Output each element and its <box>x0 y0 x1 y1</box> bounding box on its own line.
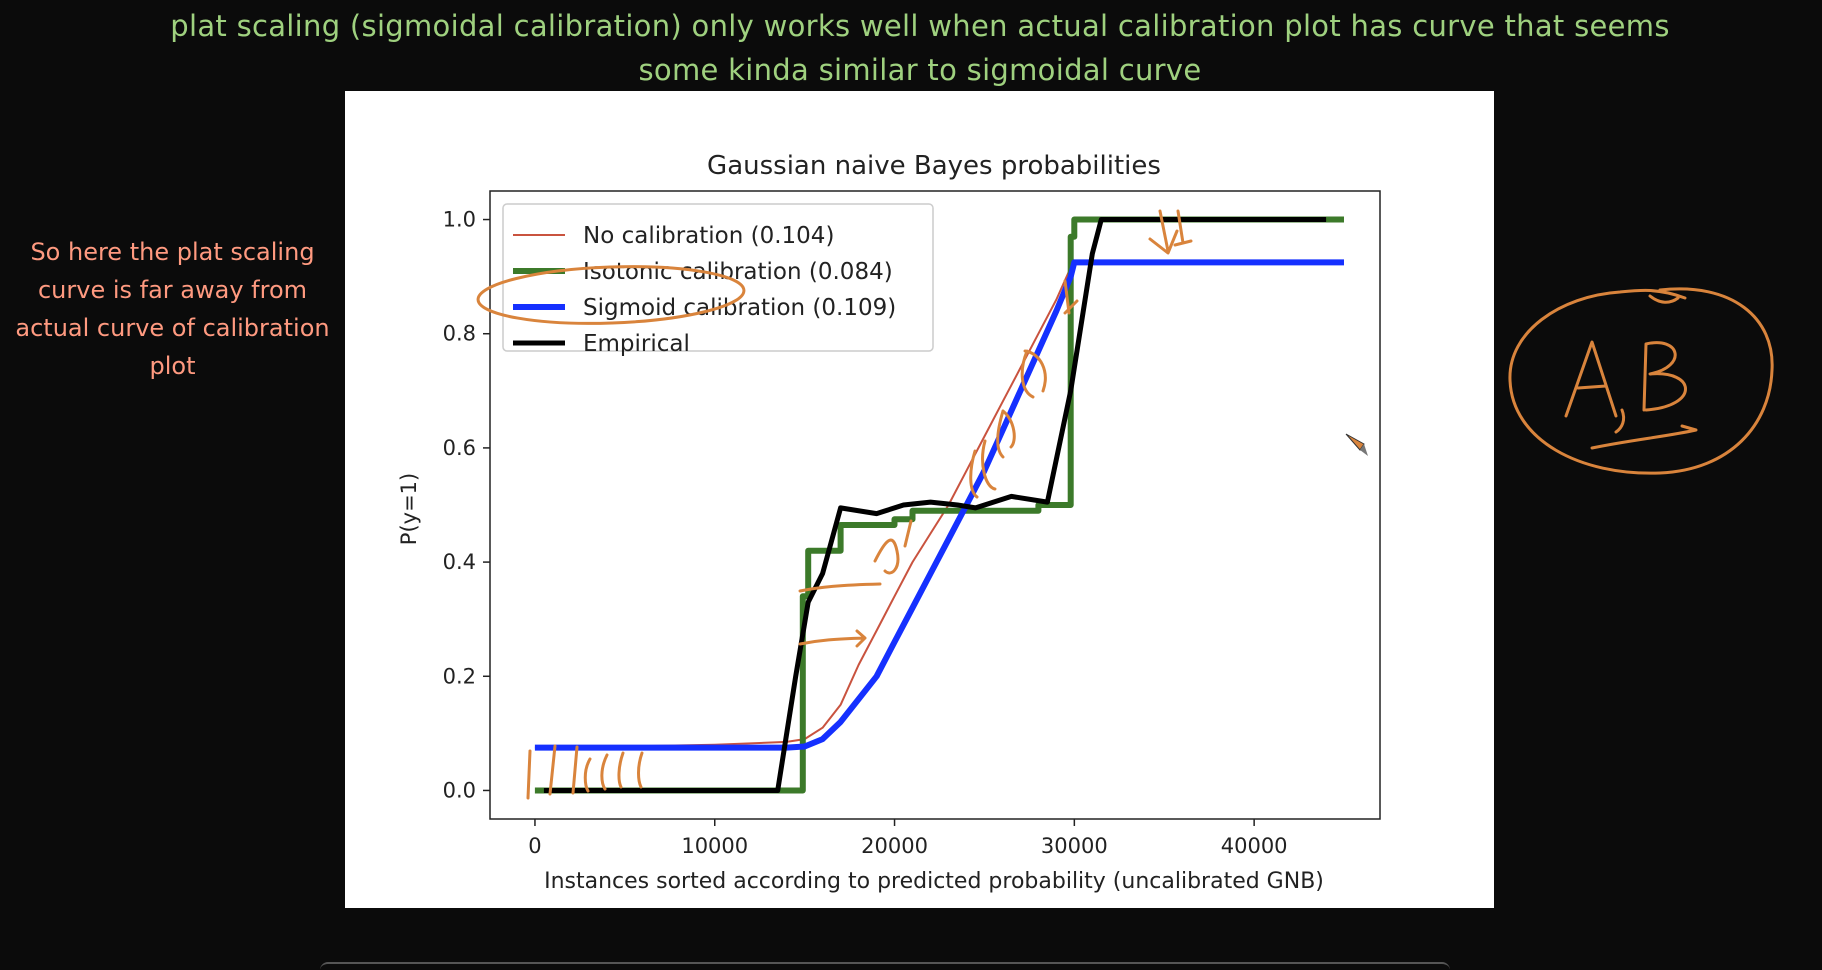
x-tick-label: 30000 <box>1041 834 1108 858</box>
y-tick-label: 0.4 <box>443 550 476 574</box>
legend-box <box>502 203 934 352</box>
handwritten-ink-on-chart <box>476 209 1193 800</box>
series-line-1 <box>534 216 1344 794</box>
legend: No calibration (0.104)Isotonic calibrati… <box>502 203 934 357</box>
ink-oval <box>1508 287 1774 475</box>
chart-figure: Gaussian naive Bayes probabilities 0 1000… <box>345 91 1494 908</box>
y-tick-label: 0.8 <box>443 322 476 346</box>
series-line-3 <box>543 217 1327 793</box>
ink-strokes-low-region <box>526 744 644 800</box>
ink-circle-sigmoid-legend <box>476 265 746 325</box>
series-line-0 <box>534 259 1076 749</box>
x-tick-label: 20000 <box>861 834 928 858</box>
x-tick-label: 40000 <box>1221 834 1288 858</box>
left-annotation-line-3: actual curve of calibration <box>15 314 330 342</box>
left-annotation-line-2: curve is far away from <box>37 276 308 304</box>
left-annotation-line-4: plot <box>149 352 196 380</box>
plot-frame <box>489 190 1381 820</box>
handwritten-ab-annotation <box>1508 287 1774 475</box>
legend-label-0: No calibration (0.104) <box>583 223 834 249</box>
ink-cursor-mark <box>1648 294 1680 304</box>
y-axis-label: P(y=1) <box>397 473 421 545</box>
ink-letter-b <box>1642 341 1687 412</box>
series-line-2 <box>534 259 1344 751</box>
pen-cursor-icon <box>1345 433 1368 456</box>
ink-comma <box>1614 408 1626 434</box>
ink-underline <box>1590 424 1698 450</box>
bottom-window-edge <box>320 962 1450 970</box>
left-annotation: So here the plat scaling curve is far aw… <box>0 233 345 385</box>
left-annotation-line-1: So here the plat scaling <box>30 238 315 266</box>
top-annotation: plat scaling (sigmoidal calibration) onl… <box>140 4 1700 92</box>
x-tick-label: 0 <box>528 834 541 858</box>
legend-label-3: Empirical <box>583 331 690 357</box>
ink-strokes-rise-region <box>798 209 1193 648</box>
axes: 0 10000 20000 30000 40000 0.0 0.2 0.4 0.6 0.8 1.0 <box>443 208 1288 858</box>
y-tick-label: 0.6 <box>443 436 476 460</box>
x-tick-label: 10000 <box>681 834 748 858</box>
top-annotation-line-1: plat scaling (sigmoidal calibration) onl… <box>170 9 1670 43</box>
chart-title: Gaussian naive Bayes probabilities <box>707 151 1161 181</box>
y-tick-label: 0.0 <box>443 778 476 802</box>
plot-area <box>534 216 1344 794</box>
x-axis-label: Instances sorted according to predicted … <box>544 869 1324 894</box>
y-tick-label: 0.2 <box>443 664 476 688</box>
y-tick-label: 1.0 <box>443 208 476 232</box>
ink-letter-a <box>1564 340 1618 418</box>
top-annotation-line-2: some kinda similar to sigmoidal curve <box>638 53 1202 87</box>
calibration-chart: Gaussian naive Bayes probabilities 0 1000… <box>397 151 1381 894</box>
